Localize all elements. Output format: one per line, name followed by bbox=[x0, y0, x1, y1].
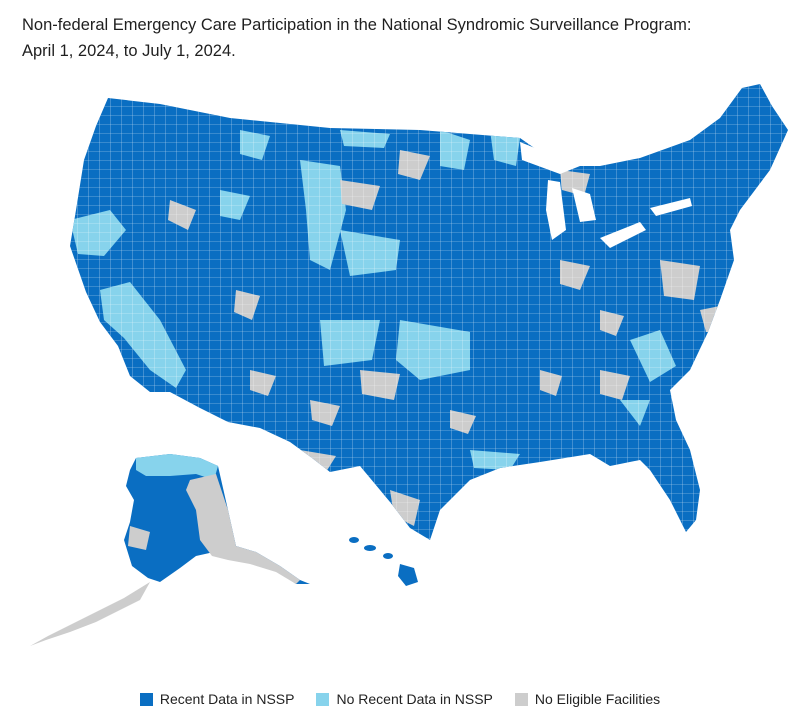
county-regions bbox=[70, 84, 788, 540]
hawaii bbox=[349, 537, 418, 586]
legend-label-recent: Recent Data in NSSP bbox=[159, 691, 295, 707]
legend-item-no-eligible: No Eligible Facilities bbox=[514, 688, 661, 710]
alaska-no-eligible-region bbox=[186, 474, 300, 584]
legend-swatch-no-recent bbox=[316, 692, 330, 706]
aleutian-islands bbox=[30, 582, 150, 646]
hawaii-island-3 bbox=[383, 553, 393, 559]
alaska-no-eligible-region-2 bbox=[128, 526, 150, 550]
map-title: Non-federal Emergency Care Participation… bbox=[22, 12, 782, 64]
legend-item-recent: Recent Data in NSSP bbox=[139, 688, 295, 710]
hawaii-island-2 bbox=[364, 545, 376, 551]
alaska bbox=[30, 454, 310, 646]
map-title-line2: April 1, 2024, to July 1, 2024. bbox=[22, 42, 236, 60]
legend-item-no-recent: No Recent Data in NSSP bbox=[316, 688, 493, 710]
contiguous-us bbox=[70, 84, 788, 540]
alaska-no-recent-region bbox=[136, 454, 218, 480]
great-lakes bbox=[520, 142, 692, 248]
legend-swatch-no-eligible bbox=[514, 692, 528, 706]
hawaii-big-island bbox=[398, 564, 418, 586]
county-borders bbox=[70, 84, 788, 540]
map-legend: Recent Data in NSSP No Recent Data in NS… bbox=[0, 688, 800, 710]
legend-swatch-recent bbox=[139, 692, 153, 706]
legend-label-no-recent: No Recent Data in NSSP bbox=[336, 691, 493, 707]
legend-label-no-eligible: No Eligible Facilities bbox=[534, 691, 661, 707]
map-title-line1: Non-federal Emergency Care Participation… bbox=[22, 16, 692, 34]
us-county-choropleth-map bbox=[30, 84, 788, 646]
hawaii-island-1 bbox=[349, 537, 359, 543]
